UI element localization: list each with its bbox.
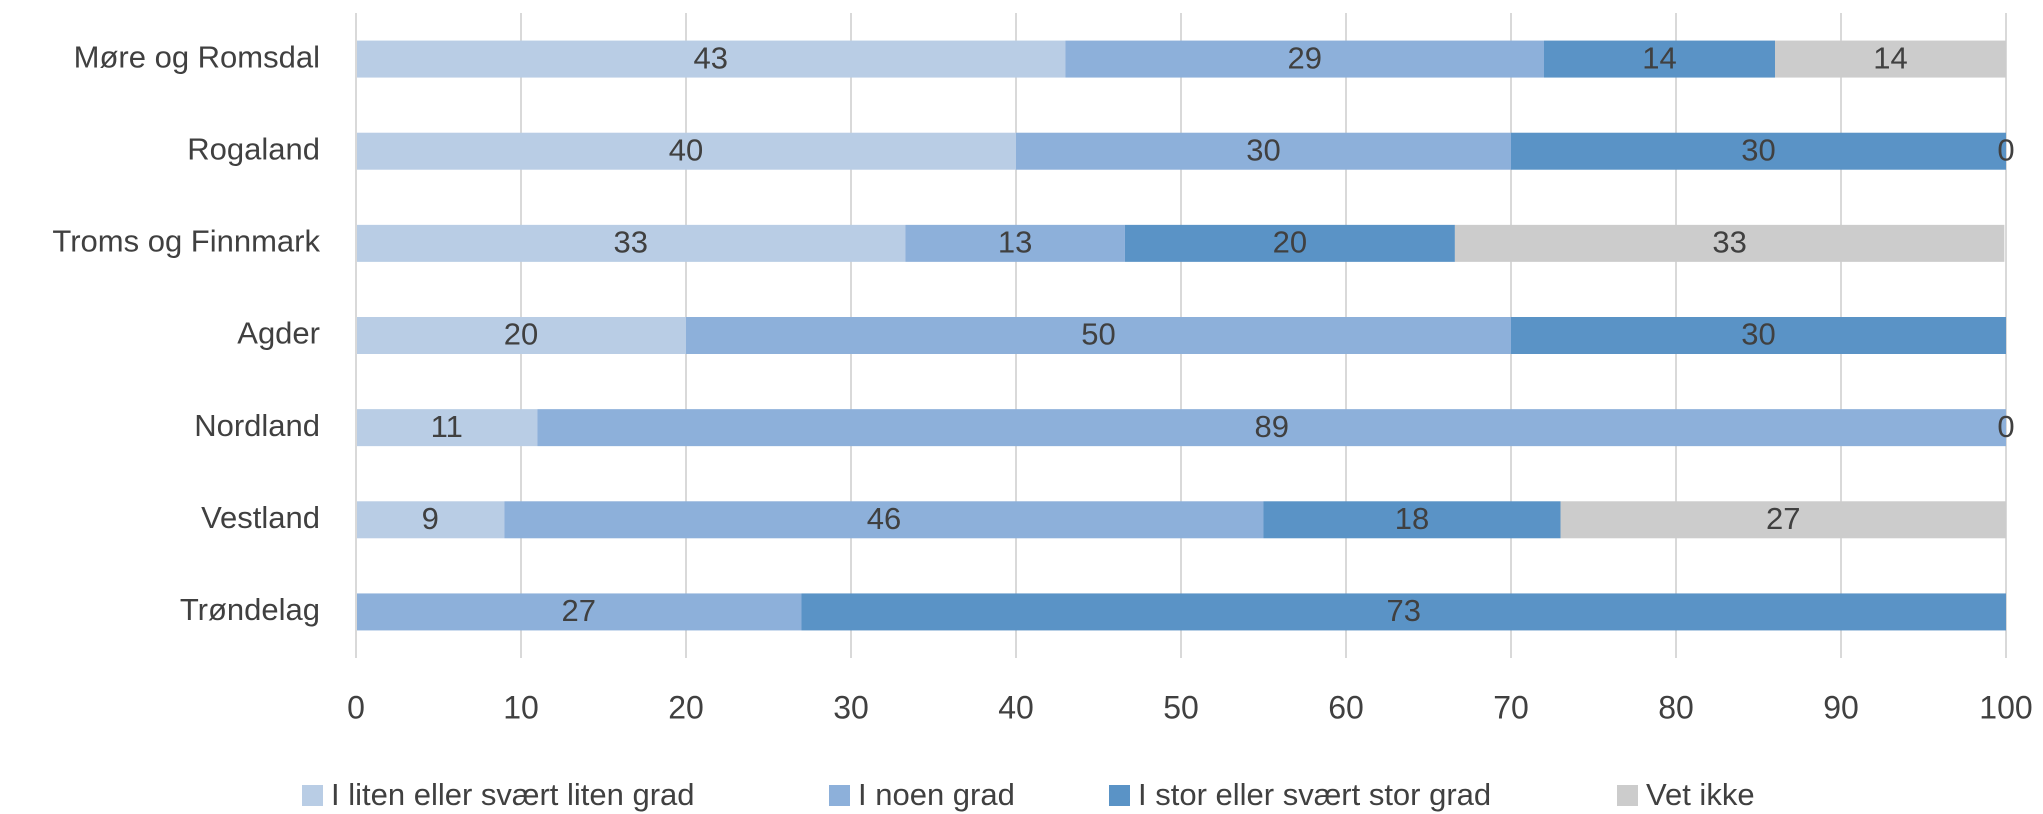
category-label: Rogaland — [187, 131, 320, 166]
x-tick-label: 80 — [1658, 689, 1694, 725]
data-label: 0 — [1997, 409, 2014, 444]
data-label: 30 — [1741, 132, 1775, 167]
data-label: 14 — [1873, 40, 1907, 75]
bar-segment — [356, 40, 1066, 78]
bar-segment — [801, 593, 2006, 631]
x-tick-label: 0 — [347, 689, 365, 725]
x-tick-label: 90 — [1823, 689, 1859, 725]
bar-segment — [1263, 501, 1561, 539]
data-label: 46 — [867, 501, 901, 536]
bar-segment — [686, 317, 1511, 354]
legend-swatch — [302, 785, 323, 806]
data-label: 30 — [1741, 317, 1775, 352]
legend-label: I stor eller svært stor grad — [1138, 777, 1491, 812]
bar-segment — [905, 224, 1125, 262]
bar-segment — [1511, 317, 2006, 354]
category-label: Agder — [237, 316, 320, 351]
bar-segment — [1016, 132, 1511, 170]
data-label: 43 — [694, 40, 728, 75]
category-label: Nordland — [194, 408, 320, 443]
bar-segment — [1065, 40, 1544, 78]
bar-segment — [356, 593, 802, 631]
bar-segment — [1560, 501, 2006, 539]
legend-label: I noen grad — [858, 777, 1015, 812]
legend-swatch — [1109, 785, 1130, 806]
data-label: 33 — [613, 225, 647, 260]
bar-segment — [1544, 40, 1775, 78]
bar-segment — [356, 409, 538, 447]
bar-segment — [1454, 224, 2005, 262]
data-label: 14 — [1642, 40, 1676, 75]
data-label: 20 — [1273, 225, 1307, 260]
x-tick-label: 50 — [1163, 689, 1199, 725]
bar-segment — [1511, 132, 2006, 170]
category-label: Møre og Romsdal — [74, 39, 320, 74]
bar-segment — [356, 501, 505, 539]
data-label: 9 — [422, 501, 439, 536]
data-label: 73 — [1387, 593, 1421, 628]
x-tick-label: 20 — [668, 689, 704, 725]
category-label: Troms og Finnmark — [52, 224, 320, 259]
data-label: 40 — [669, 132, 703, 167]
x-tick-label: 30 — [833, 689, 869, 725]
legend-swatch — [1617, 785, 1638, 806]
data-label: 30 — [1246, 132, 1280, 167]
legend-swatch — [829, 785, 850, 806]
data-label: 0 — [1997, 132, 2014, 167]
bar-segment — [504, 501, 1264, 539]
data-label: 27 — [1766, 501, 1800, 536]
data-label: 89 — [1255, 409, 1289, 444]
x-tick-label: 70 — [1493, 689, 1529, 725]
data-label: 33 — [1712, 225, 1746, 260]
data-label: 18 — [1395, 501, 1429, 536]
data-label: 50 — [1081, 317, 1115, 352]
bar-segment — [356, 224, 906, 262]
x-tick-label: 100 — [1979, 689, 2032, 725]
data-label: 27 — [562, 593, 596, 628]
x-tick-label: 60 — [1328, 689, 1364, 725]
data-label: 13 — [998, 225, 1032, 260]
legend-label: Vet ikke — [1646, 777, 1755, 812]
x-tick-label: 40 — [998, 689, 1034, 725]
bar-segment — [537, 409, 2006, 447]
legend-label: I liten eller svært liten grad — [331, 777, 695, 812]
data-label: 11 — [431, 409, 463, 444]
data-label: 20 — [504, 317, 538, 352]
data-label: 29 — [1288, 40, 1322, 75]
x-tick-label: 10 — [503, 689, 539, 725]
category-label: Trøndelag — [180, 592, 320, 627]
bar-segment — [1775, 40, 2006, 78]
category-label: Vestland — [201, 500, 320, 535]
bar-segment — [356, 132, 1016, 170]
bar-segment — [356, 317, 686, 354]
bar-segment — [1124, 224, 1455, 262]
